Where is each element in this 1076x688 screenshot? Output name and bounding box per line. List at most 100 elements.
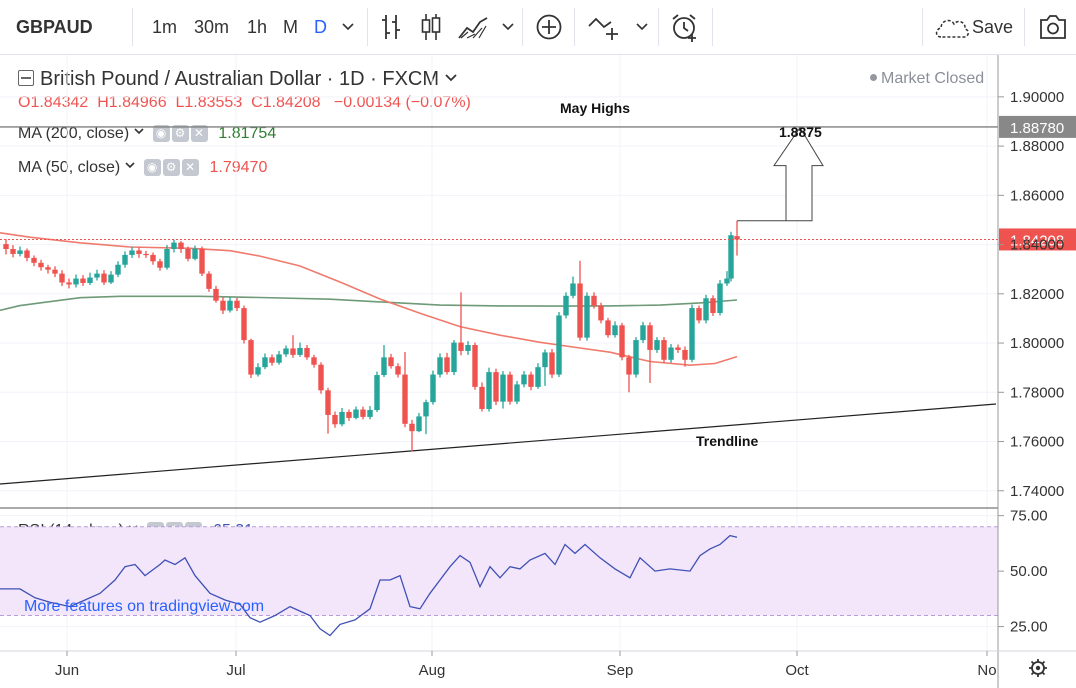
candle [584,292,590,341]
price-tick-label: 1.76000 [1010,434,1064,451]
chart-settings-gear-icon[interactable] [1029,659,1047,677]
time-axis[interactable]: Jun Jul Aug Sep Oct No [55,651,997,679]
candle-body [206,273,212,289]
ma200-visibility-eye-icon[interactable]: ◉ [152,125,170,143]
add-indicator-plus-icon[interactable] [536,0,564,54]
rsi-tick-label: 50.00 [1010,563,1048,580]
camera-snapshot-icon[interactable] [1038,0,1068,54]
ma50-chevron-down-icon[interactable] [125,160,135,172]
tradingview-watermark[interactable]: More features on tradingview.com [24,598,264,615]
candle-body [17,250,23,254]
candle [248,338,254,379]
interval-M[interactable]: M [283,17,298,37]
candle [199,246,205,277]
candle-body [3,244,9,250]
candle-body [24,250,30,258]
ma200-remove-close-icon[interactable]: ✕ [190,125,208,143]
candle-body [374,375,380,411]
candle [598,302,604,324]
candles-chart-icon[interactable] [420,0,444,54]
toolbar-divider [367,8,368,46]
symbol-search[interactable]: GBPAUD [16,17,93,37]
candle-body [45,267,51,270]
candle [395,363,401,378]
toolbar-divider [1024,8,1025,46]
candle-body [458,342,464,351]
ma50-label[interactable]: MA (50, close) [18,159,121,176]
candle-body [297,347,303,355]
candle [290,335,296,358]
ma50-settings-gear-icon[interactable]: ⚙ [162,159,180,177]
ma200-chevron-down-icon[interactable] [134,126,144,138]
candle-body [734,236,740,240]
candle [3,239,9,255]
candle [689,304,695,363]
alarm-clock-icon[interactable] [670,0,700,54]
compare-indicator-icon[interactable] [588,0,620,54]
trendline[interactable] [0,403,997,485]
candle [605,317,611,338]
area-chart-icon[interactable] [458,0,488,54]
ohlc-open-label: O [18,94,31,111]
candle-body [423,402,429,417]
candle-body [577,283,583,338]
price-axis[interactable]: 1.74000 1.76000 1.78000 1.80000 1.82000 1.840… [998,89,1064,500]
title-chevron-down-icon[interactable] [444,71,457,85]
ohlc-open: 1.84342 [30,94,89,111]
rsi-axis[interactable]: 25.00 50.00 75.00 [998,508,1048,636]
candle-body [171,242,177,250]
candle [451,340,457,376]
price-tick-label: 1.86000 [1010,187,1064,204]
intervals-chevron-down-icon[interactable] [342,0,358,54]
candle [374,371,380,412]
candle [507,371,513,405]
candle [283,345,289,357]
candle [304,345,310,360]
interval-D[interactable]: D [314,17,327,37]
candle-body [640,325,646,341]
ohlc-low: 1.83553 [184,94,243,111]
candle-body [255,367,261,375]
top-toolbar: GBPAUD 1m 30m 1h M D Save [0,0,1076,55]
ma50-line [0,232,738,367]
market-status: Market Closed [870,70,984,88]
candle [101,270,107,285]
interval-30m[interactable]: 30m [194,17,230,37]
candle-body [535,367,541,387]
candle [570,276,576,299]
candle-body [689,308,695,360]
ma200-label[interactable]: MA (200, close) [18,125,130,142]
level-price-tag-label: 1.88780 [1010,120,1064,137]
save-button[interactable]: Save [972,17,1014,37]
candle [227,296,233,313]
candle-body [108,274,114,283]
ma50-visibility-eye-icon[interactable]: ◉ [143,159,161,177]
market-status-label: Market Closed [881,70,985,87]
candle [514,380,520,405]
candle-body [59,273,65,283]
chart-area[interactable]: 1.88780 1.84208 1.74000 1.76000 1.78000 1.8… [0,55,1076,688]
candle-body [339,411,345,425]
candle [724,271,730,286]
cloud-save-icon[interactable] [934,0,970,54]
price-tick-label: 1.88000 [1010,138,1064,155]
interval-1m[interactable]: 1m [152,17,178,37]
candle [80,275,86,286]
price-tick-label: 1.74000 [1010,483,1064,500]
bars-chart-icon[interactable] [380,0,404,54]
compare-chevron-down-icon[interactable] [636,0,652,54]
ma200-legend: MA (200, close) ◉ ⚙ ✕ 1.81754 [18,125,276,143]
target-arrow[interactable] [737,126,824,222]
may-highs-level[interactable]: 1.88780 [0,115,1076,138]
collapse-legend-icon[interactable] [18,70,34,86]
ma200-settings-gear-icon[interactable]: ⚙ [171,125,189,143]
interval-1h[interactable]: 1h [247,17,268,37]
candle [164,245,170,270]
candle [136,247,142,258]
candle [612,321,618,338]
ma50-remove-close-icon[interactable]: ✕ [181,159,199,177]
chart-type-chevron-down-icon[interactable] [502,0,518,54]
ma200-line [0,295,738,312]
candle-body [241,308,247,341]
candle-body [598,305,604,321]
